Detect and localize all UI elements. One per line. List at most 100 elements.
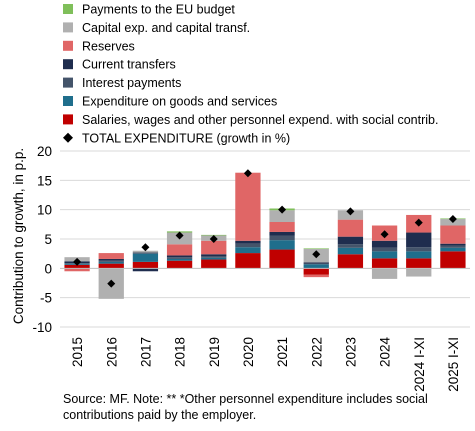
legend-swatch — [63, 4, 73, 14]
bar-segment — [303, 264, 329, 269]
total-marker — [141, 243, 150, 252]
x-tick-label: 2024 — [378, 337, 393, 368]
bar-segment — [269, 210, 295, 222]
bar-segment — [98, 258, 124, 261]
x-tick-label: 2020 — [241, 337, 256, 367]
bar-segment — [201, 259, 227, 269]
bar-segment — [269, 231, 295, 236]
legend: Payments to the EU budget Capital exp. an… — [63, 3, 438, 145]
source-note: Source: MF. Note: ** *Other personnel ex… — [63, 392, 428, 422]
total-marker — [414, 218, 423, 227]
legend-label: Interest payments — [82, 76, 181, 90]
bar-segment — [166, 244, 193, 256]
bar-segment — [371, 268, 398, 279]
bar-segment — [269, 235, 295, 241]
legend-label: Reserves — [82, 39, 135, 53]
total-marker — [380, 230, 389, 239]
x-tick-label: 2025 I-XI — [446, 337, 461, 392]
bar-segment — [406, 258, 432, 269]
legend-swatch — [63, 22, 73, 33]
bar-segment — [235, 172, 261, 241]
legend-swatch — [63, 77, 73, 88]
gridlines — [60, 150, 470, 328]
legend-label: Expenditure on goods and services — [82, 95, 277, 109]
bar-segment — [440, 247, 466, 252]
x-tick-label: 2021 — [275, 337, 290, 367]
bars — [64, 172, 466, 299]
legend-label: Payments to the EU budget — [82, 3, 235, 17]
markers — [73, 169, 457, 288]
legend-label: Capital exp. and capital transf. — [82, 21, 250, 35]
x-tick-label: 2016 — [104, 337, 119, 367]
legend-marker — [63, 132, 73, 143]
bar-segment — [98, 263, 124, 269]
total-marker — [73, 257, 82, 266]
bar-segment — [337, 244, 364, 248]
bar-segment — [371, 247, 398, 252]
legend-swatch — [63, 40, 73, 51]
bar-segment — [371, 251, 398, 259]
bar-segment — [303, 263, 329, 265]
bar-segment — [98, 260, 124, 262]
bar-segment — [371, 258, 398, 269]
bar-segment — [201, 254, 227, 257]
y-tick-label: -5 — [40, 291, 52, 306]
bar-segment — [235, 243, 261, 248]
bar-segment — [371, 240, 398, 248]
bar-segment — [337, 247, 364, 255]
bar-segment — [98, 253, 124, 259]
bar-segment — [132, 253, 159, 262]
y-tick-label: -10 — [32, 320, 52, 335]
total-marker — [209, 235, 218, 243]
x-tick-label: 2024 I-XI — [412, 337, 427, 392]
bar-segment — [269, 249, 295, 269]
bar-segment — [440, 225, 466, 244]
bar-segment — [166, 258, 193, 261]
total-marker — [312, 250, 321, 259]
x-tick-label: 2022 — [309, 337, 324, 367]
bar-segment — [406, 247, 432, 252]
bar-segment — [235, 247, 261, 254]
bar-segment — [166, 260, 193, 269]
bar-segment — [132, 250, 159, 253]
bar-segment — [303, 268, 329, 275]
total-marker — [243, 169, 252, 178]
bar-segment — [440, 251, 466, 269]
bar-segment — [201, 257, 227, 260]
bar-segment — [337, 236, 364, 245]
bar-segment — [201, 240, 227, 255]
bar-segment — [98, 261, 124, 264]
legend-label: Salaries, wages and other personnel expe… — [82, 113, 438, 127]
bar-segment — [440, 245, 466, 248]
bar-segment — [64, 264, 90, 269]
y-axis-ticks: -10 -5 0 5 10 15 20 — [32, 144, 52, 335]
bar-segment — [337, 219, 364, 237]
bar-segment — [235, 240, 261, 244]
bar-segment — [406, 268, 432, 277]
bar-segment — [235, 253, 261, 269]
bar-segment — [337, 254, 364, 269]
bar-segment — [269, 221, 295, 232]
legend-swatch — [63, 96, 73, 106]
total-marker — [346, 207, 355, 216]
x-tick-label: 2015 — [70, 337, 85, 367]
total-marker — [278, 205, 287, 214]
y-tick-label: 10 — [37, 203, 52, 218]
y-tick-label: 0 — [44, 261, 52, 276]
bar-segment — [201, 256, 227, 258]
total-marker — [175, 231, 184, 240]
y-tick-label: 15 — [37, 173, 52, 188]
x-tick-label: 2018 — [173, 337, 188, 367]
bar-segment — [440, 243, 466, 246]
bar-segment — [132, 261, 159, 269]
legend-swatch — [63, 114, 73, 125]
bar-segment — [64, 268, 90, 272]
x-axis-ticks: 2015 2016 2017 2018 2019 2020 2021 2022 2023 2024… — [70, 337, 461, 392]
bar-segment — [406, 232, 432, 248]
bar-segment — [166, 257, 193, 259]
bar-segment — [132, 252, 159, 254]
bar-segment — [166, 255, 193, 258]
bar-segment — [269, 240, 295, 250]
x-tick-label: 2023 — [343, 337, 358, 367]
